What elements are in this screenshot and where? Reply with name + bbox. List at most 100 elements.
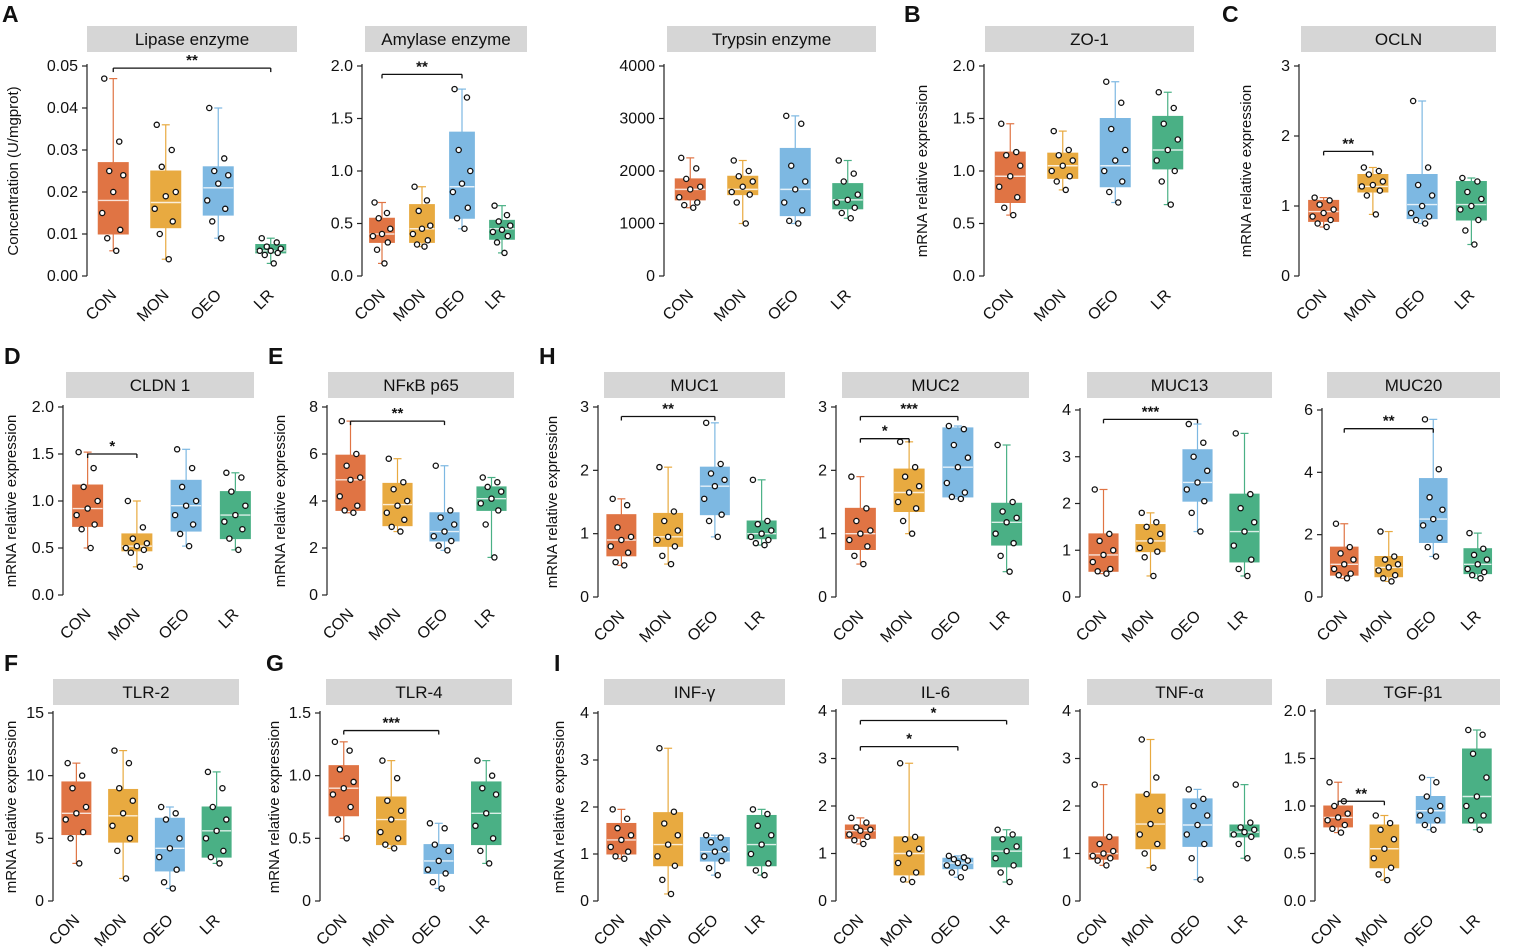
data-point [1065, 146, 1073, 154]
x-category-oeo: OEO [408, 912, 445, 949]
y-tick-label: 5 [35, 830, 44, 847]
data-point [749, 476, 757, 484]
data-point [1435, 465, 1443, 473]
x-category-lr: LR [987, 912, 1013, 938]
data-point [1136, 831, 1144, 838]
box-oeo [449, 85, 475, 232]
y-tick-label: 1 [1281, 198, 1290, 215]
box-con [674, 154, 706, 211]
data-point [860, 560, 867, 568]
x-category-con: CON [660, 287, 697, 324]
y-tick-label: 10 [26, 768, 44, 785]
data-point [1001, 204, 1008, 211]
x-category-mon: MON [390, 287, 428, 325]
box-mon [1135, 736, 1166, 872]
data-point [1370, 855, 1378, 862]
box-mon [653, 745, 684, 898]
data-point [474, 757, 481, 764]
data-point [1109, 847, 1117, 855]
data-point [172, 188, 179, 196]
data-point [189, 521, 197, 528]
box-mon [376, 757, 407, 852]
y-tick-label: 2 [818, 798, 827, 815]
data-point [99, 209, 106, 217]
data-point [607, 843, 614, 851]
data-point [438, 885, 445, 892]
y-tick-label: 1 [580, 846, 589, 863]
data-point [1003, 151, 1010, 159]
x-category-mon: MON [1341, 287, 1379, 325]
data-point [674, 527, 682, 534]
data-point [388, 523, 395, 531]
box-oeo [1418, 416, 1448, 560]
data-point [168, 146, 175, 154]
data-point [495, 218, 502, 225]
data-point [384, 239, 392, 246]
data-point [413, 241, 421, 248]
y-tick-label: 2 [1281, 128, 1290, 145]
data-point [656, 463, 663, 471]
data-point [477, 500, 485, 507]
data-point [80, 483, 87, 491]
data-point [678, 154, 685, 162]
title-banner [365, 26, 527, 52]
data-point [171, 511, 179, 519]
data-point [1475, 216, 1482, 224]
data-point [477, 847, 484, 855]
data-point [258, 234, 265, 242]
significance-label: *** [382, 715, 400, 732]
box-lr [991, 441, 1023, 575]
data-point [623, 501, 631, 509]
significance-label: ** [186, 52, 198, 69]
data-point [1171, 167, 1179, 175]
data-point [714, 533, 722, 541]
data-point [1383, 876, 1391, 884]
data-point [1203, 812, 1211, 819]
y-tick-label: 4 [580, 705, 589, 722]
data-point [182, 502, 190, 509]
data-point [347, 803, 354, 811]
box-oeo [699, 831, 730, 879]
box-oeo [1415, 774, 1446, 834]
data-point [1154, 840, 1161, 848]
data-point [714, 871, 722, 879]
data-point [1107, 855, 1114, 862]
x-category-oeo: OEO [1167, 608, 1204, 645]
y-tick-label: 0 [1062, 893, 1071, 910]
data-point [718, 511, 725, 518]
data-point [1439, 506, 1446, 513]
box-lr [991, 826, 1023, 886]
data-point [423, 197, 431, 204]
data-point [1185, 420, 1193, 428]
data-point [384, 797, 391, 804]
data-point [387, 225, 394, 232]
data-point [864, 543, 871, 550]
data-point [267, 247, 274, 255]
data-point [670, 808, 678, 815]
x-category-oeo: OEO [1403, 608, 1440, 645]
data-point [1200, 439, 1207, 446]
data-point [1153, 157, 1161, 164]
data-point [1048, 167, 1056, 175]
data-point [1250, 518, 1258, 526]
data-point [106, 167, 113, 175]
data-point [707, 470, 715, 477]
y-tick-label: 0 [818, 893, 827, 910]
chart-title: CLDN 1 [130, 376, 190, 395]
panel-zo-1: B ZO-1 0.0 0.5 1.0 1.5 2.0 mRNA relative expres… [904, 1, 1194, 325]
y-tick-label: 1.0 [32, 493, 54, 510]
data-point [1347, 570, 1354, 577]
y-tick-label: 1.0 [1284, 798, 1306, 815]
box-iqr [154, 817, 185, 872]
data-point [896, 438, 904, 446]
data-point [1360, 164, 1368, 171]
data-point [1066, 172, 1074, 180]
data-point [835, 157, 843, 164]
data-point [623, 815, 631, 823]
data-point [745, 167, 753, 175]
data-point [802, 178, 809, 185]
data-point [627, 533, 635, 541]
data-point [208, 218, 216, 225]
y-tick-label: 0.0 [953, 268, 975, 285]
